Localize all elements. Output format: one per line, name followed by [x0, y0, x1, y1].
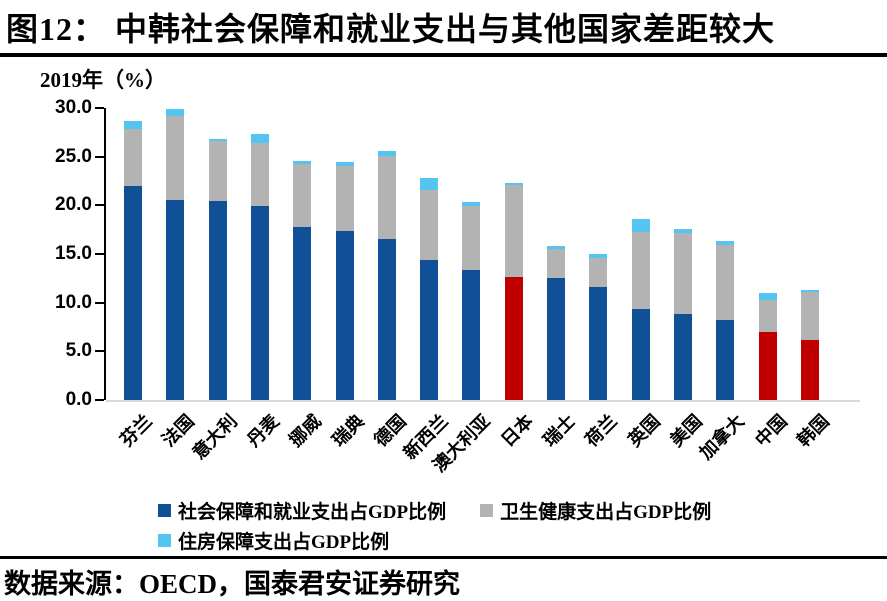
- bar-segment-韩国-s1: [800, 291, 819, 340]
- plot-area: [104, 108, 860, 402]
- bar-segment-挪威-s1: [293, 164, 312, 227]
- legend-swatch-housing: [158, 534, 171, 547]
- bar-segment-加拿大-s0: [716, 320, 735, 400]
- bar-segment-意大利-s1: [208, 141, 227, 202]
- legend-label: 社会保障和就业支出占GDP比例: [178, 502, 447, 523]
- bar-segment-意大利-s2: [208, 139, 227, 142]
- bar-segment-新西兰-s2: [420, 178, 439, 190]
- y-tick-label: 25.0: [55, 145, 92, 167]
- title-divider: [0, 53, 887, 57]
- bar-segment-新西兰-s0: [420, 259, 439, 400]
- figure-title: 图12： 中韩社会保障和就业支出与其他国家差距较大: [6, 11, 776, 47]
- bar-segment-英国-s2: [631, 218, 650, 232]
- bar-segment-芬兰-s2: [124, 120, 142, 130]
- bar-segment-芬兰-s0: [124, 185, 142, 400]
- bar-segment-英国-s0: [631, 308, 650, 400]
- y-tick-mark: [95, 253, 104, 255]
- legend-item-health: 卫生健康支出占GDP比例: [480, 497, 711, 524]
- bar-segment-瑞士-s1: [547, 249, 565, 279]
- y-tick-label: 5.0: [65, 340, 92, 362]
- bar-segment-瑞士-s0: [547, 278, 565, 400]
- footer-divider: [0, 556, 887, 559]
- bar-segment-中国-s2: [758, 292, 777, 300]
- stacked-bar-chart: 2019年（%） 30.0 25.0 20.0 15.0 10.0 5.0 0.0 芬兰 法国意…: [0, 60, 887, 505]
- legend-swatch-social-security: [158, 504, 171, 517]
- y-tick-mark: [95, 107, 104, 109]
- bar-segment-德国-s1: [377, 155, 396, 240]
- bar-segment-荷兰-s2: [589, 254, 608, 258]
- bar-segment-新西兰-s1: [420, 189, 439, 260]
- bar-segment-法国-s0: [166, 199, 185, 400]
- bar-segment-美国-s1: [673, 232, 692, 315]
- y-tick-label: 20.0: [55, 194, 92, 216]
- bar-segment-挪威-s2: [293, 160, 312, 165]
- y-tick-label: 30.0: [55, 97, 92, 118]
- chart-legend-row-2: 住房保障支出占GDP比例: [158, 527, 389, 554]
- bar-segment-中国-s0: [758, 331, 777, 400]
- bar-segment-德国-s0: [377, 239, 396, 400]
- bar-segment-英国-s1: [631, 231, 650, 309]
- legend-swatch-health: [480, 504, 494, 517]
- y-tick-mark: [95, 155, 104, 158]
- bar-segment-澳大利亚-s0: [462, 269, 481, 400]
- y-tick-mark: [95, 350, 104, 353]
- bar-segment-美国-s2: [673, 228, 692, 233]
- bar-segment-丹麦-s0: [250, 206, 269, 400]
- bar-segment-日本-s0: [504, 277, 523, 400]
- bar-segment-法国-s1: [166, 115, 185, 200]
- bar-segment-荷兰-s0: [589, 287, 608, 400]
- bar-segment-韩国-s2: [800, 290, 819, 292]
- bar-segment-澳大利亚-s2: [462, 202, 481, 207]
- bar-segment-美国-s0: [673, 314, 692, 400]
- bar-segment-韩国-s0: [800, 339, 819, 400]
- chart-legend-row-1: 社会保障和就业支出占GDP比例 卫生健康支出占GDP比例: [158, 497, 711, 524]
- bar-segment-挪威-s0: [293, 226, 312, 400]
- y-tick-label: 15.0: [55, 243, 92, 264]
- bar-segment-瑞士-s2: [547, 246, 565, 250]
- bar-segment-意大利-s0: [208, 201, 227, 400]
- y-tick-mark: [95, 204, 104, 207]
- data-source: 数据来源：OECD，国泰君安证券研究: [4, 569, 461, 599]
- axis-unit-label: 2019年（%）: [40, 68, 166, 92]
- y-tick-label: 0.0: [65, 389, 92, 410]
- legend-item-housing: 住房保障支出占GDP比例: [158, 527, 389, 554]
- bar-segment-瑞典-s2: [335, 161, 354, 167]
- bar-segment-日本-s1: [504, 184, 523, 278]
- bar-segment-法国-s2: [166, 108, 185, 116]
- bar-segment-德国-s2: [377, 150, 396, 156]
- y-tick-mark: [95, 399, 104, 401]
- y-tick-label: 10.0: [55, 291, 92, 313]
- legend-item-social-security: 社会保障和就业支出占GDP比例: [158, 497, 446, 524]
- bar-segment-芬兰-s1: [124, 129, 142, 186]
- legend-label: 住房保障支出占GDP比例: [178, 532, 390, 553]
- legend-label: 卫生健康支出占GDP比例: [500, 502, 712, 523]
- bar-segment-澳大利亚-s1: [462, 206, 481, 270]
- x-axis-line: [106, 400, 860, 402]
- bar-segment-日本-s2: [504, 182, 523, 185]
- bar-segment-中国-s1: [758, 299, 777, 332]
- bar-segment-加拿大-s2: [716, 241, 735, 246]
- bar-segment-加拿大-s1: [716, 245, 735, 321]
- y-tick-mark: [95, 301, 104, 304]
- bar-segment-荷兰-s1: [589, 257, 608, 288]
- bar-segment-瑞典-s1: [335, 166, 354, 231]
- bar-segment-丹麦-s1: [250, 143, 269, 207]
- bar-segment-瑞典-s0: [335, 230, 354, 400]
- bar-segment-丹麦-s2: [250, 134, 269, 144]
